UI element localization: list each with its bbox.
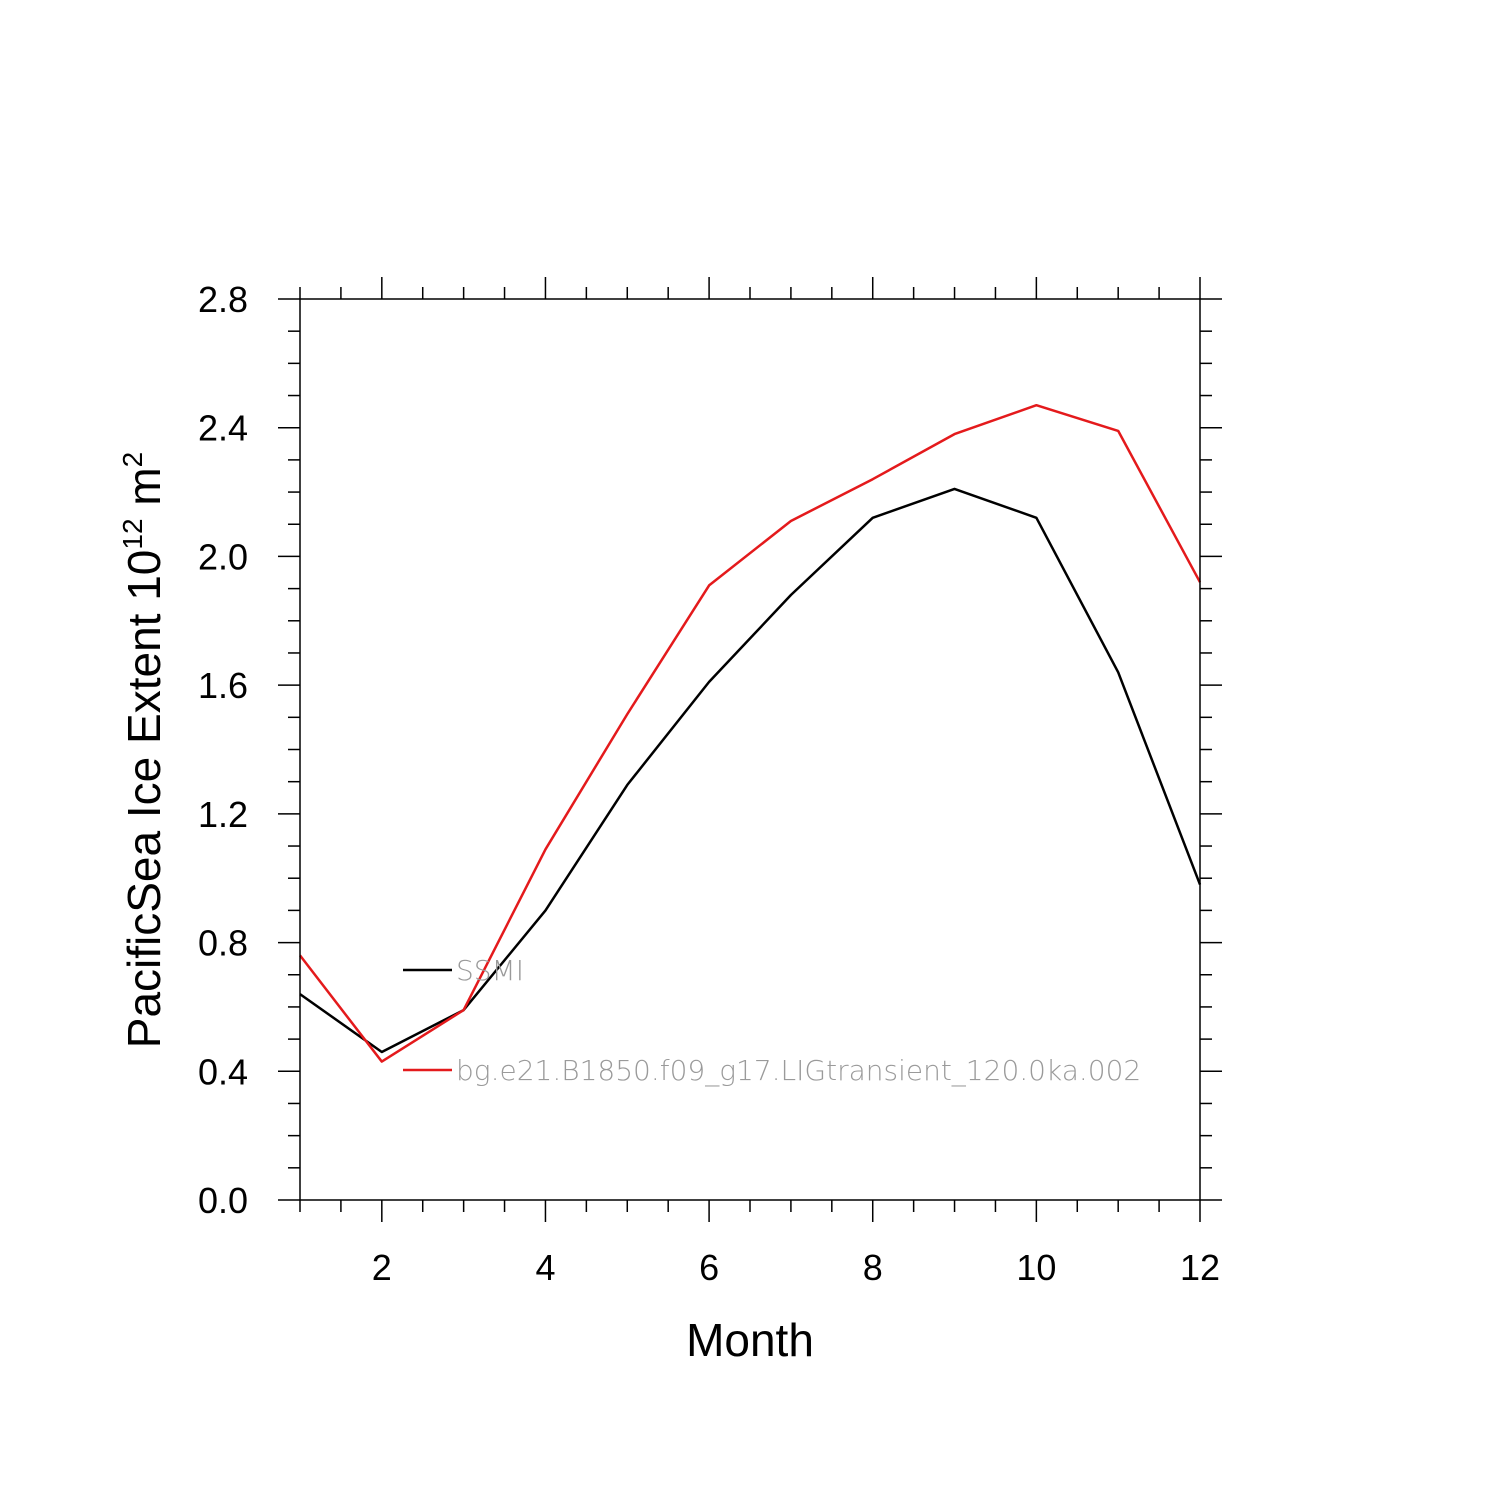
- x-axis-title: Month: [686, 1314, 814, 1366]
- series-line-1: [299, 487, 1202, 1054]
- x-tick-label: 2: [372, 1247, 392, 1288]
- y-axis-title: PacificSea Ice Extent 1012 m2: [117, 452, 170, 1048]
- x-tick-label: 10: [1016, 1247, 1056, 1288]
- legend: SSMI bg.e21.B1850.f09_g17.LIGtransient_12…: [403, 954, 1141, 1088]
- legend-label: SSMI: [456, 954, 524, 987]
- series-line-2: [299, 403, 1202, 1063]
- y-axis-title-sup1: 12: [117, 518, 148, 549]
- y-tick-label: 2.0: [198, 536, 248, 577]
- x-tick-label: 12: [1180, 1247, 1220, 1288]
- y-tick-label: 1.2: [198, 794, 248, 835]
- y-tick-label: 1.6: [198, 665, 248, 706]
- y-axis-title-unit: m: [118, 467, 170, 518]
- y-axis-title-sup2: 2: [117, 452, 148, 468]
- series-lines: [299, 403, 1202, 1063]
- legend-label: bg.e21.B1850.f09_g17.LIGtransient_120.0k…: [456, 1054, 1141, 1088]
- tick-labels: 2 4 6 8 10 12 0.0 0.4 0.8 1.2 1.6 2.0 2.4 2.8: [198, 279, 1220, 1288]
- y-tick-label: 2.4: [198, 408, 248, 449]
- y-axis-title-main: PacificSea Ice Extent 10: [118, 550, 170, 1049]
- y-tick-label: 0.0: [198, 1180, 248, 1221]
- y-tick-label: 2.8: [198, 279, 248, 320]
- x-tick-label: 8: [863, 1247, 883, 1288]
- y-tick-label: 0.8: [198, 923, 248, 964]
- plot-frame: [299, 298, 1201, 1201]
- y-tick-label: 0.4: [198, 1051, 248, 1092]
- x-tick-label: 6: [699, 1247, 719, 1288]
- x-tick-label: 4: [535, 1247, 555, 1288]
- axis-ticks: [278, 277, 1222, 1222]
